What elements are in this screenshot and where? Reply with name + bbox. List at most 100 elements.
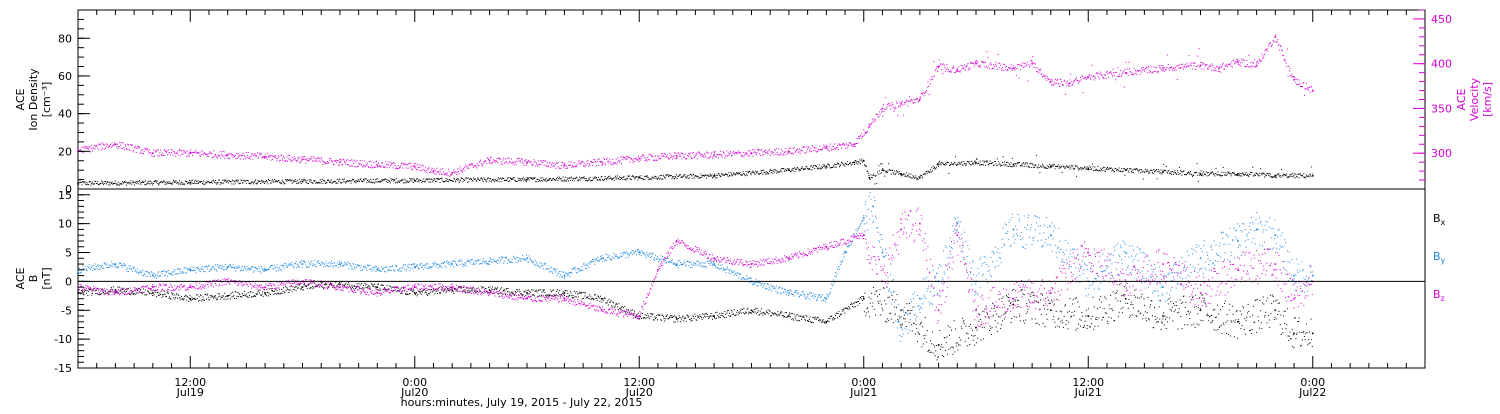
velocity-point <box>1244 65 1246 67</box>
density-point <box>1141 171 1143 173</box>
bx-point <box>645 314 647 316</box>
velocity-point <box>994 65 996 67</box>
bx-point <box>592 297 594 299</box>
bx-point <box>674 321 676 323</box>
velocity-point <box>706 152 708 154</box>
density-point <box>584 180 586 182</box>
density-point <box>1133 168 1135 170</box>
density-point <box>1228 171 1230 173</box>
velocity-point <box>833 147 835 149</box>
bx-point <box>355 287 357 289</box>
bx-point <box>570 292 572 294</box>
density-point <box>1267 174 1269 176</box>
velocity-point <box>396 168 398 170</box>
bx-point <box>287 288 289 290</box>
density-point <box>602 179 604 181</box>
bx-point <box>713 316 715 318</box>
bx-point <box>171 294 173 296</box>
density-point <box>1053 164 1055 166</box>
density-point <box>1235 174 1237 176</box>
bx-point <box>692 315 694 317</box>
density-point <box>545 177 547 179</box>
bx-point <box>193 298 195 300</box>
velocity-point <box>936 65 938 67</box>
density-point <box>943 163 945 165</box>
density-point <box>1199 174 1201 176</box>
bx-point <box>294 286 296 288</box>
velocity-point <box>765 152 767 154</box>
bx-point <box>178 297 180 299</box>
bx-point <box>420 290 422 292</box>
density-point <box>189 181 192 184</box>
velocity-point <box>372 162 374 164</box>
velocity-point <box>545 165 547 167</box>
density-point <box>248 182 250 184</box>
velocity-point <box>638 155 640 157</box>
bx-point <box>709 315 711 317</box>
bx-point <box>359 284 361 286</box>
bx-point <box>712 315 714 317</box>
density-point <box>660 177 662 179</box>
velocity-point <box>1241 58 1243 60</box>
bx-point <box>793 313 795 315</box>
bx-point <box>294 286 296 288</box>
density-point <box>160 181 162 183</box>
bx-point <box>527 293 529 295</box>
density-point <box>607 176 609 178</box>
velocity-point <box>385 161 387 163</box>
density-point <box>1311 175 1314 177</box>
density-point <box>213 179 215 181</box>
density-point <box>861 158 863 160</box>
velocity-point <box>931 79 933 81</box>
density-point <box>1037 167 1039 169</box>
bx-point <box>177 297 179 299</box>
density-point <box>372 178 374 180</box>
bx-point <box>99 293 101 295</box>
density-point <box>491 180 493 182</box>
bx-point <box>717 316 719 318</box>
density-point <box>823 166 825 168</box>
bx-point <box>306 285 308 287</box>
density-point <box>753 171 755 173</box>
density-point <box>311 182 313 184</box>
density-point <box>797 167 799 169</box>
density-point <box>514 179 516 181</box>
bx-point <box>488 286 490 288</box>
velocity-point <box>820 149 822 151</box>
density-point <box>591 179 593 181</box>
density-point <box>137 183 139 185</box>
density-point <box>653 177 655 179</box>
bx-point <box>209 294 211 296</box>
velocity-point <box>541 161 543 163</box>
velocity-point <box>560 167 562 169</box>
density-point <box>772 172 774 174</box>
velocity-point <box>990 62 992 64</box>
velocity-point <box>818 149 820 151</box>
bx-point <box>222 295 224 297</box>
velocity-point <box>1015 75 1017 77</box>
velocity-point <box>300 160 302 162</box>
velocity-point <box>878 116 880 118</box>
density-point <box>127 182 129 184</box>
velocity-point <box>1061 83 1063 85</box>
bx-point <box>471 289 473 291</box>
density-point <box>1042 165 1044 167</box>
bx-point <box>300 287 302 289</box>
density-point <box>795 169 797 171</box>
density-point <box>1277 173 1279 175</box>
density-point <box>687 178 689 180</box>
bx-point <box>760 313 762 315</box>
velocity-point <box>501 161 503 163</box>
density-point <box>638 176 640 178</box>
velocity-point <box>940 63 942 65</box>
density-point <box>260 183 262 185</box>
bx-point <box>752 310 754 312</box>
bx-point <box>469 291 471 293</box>
density-point <box>1266 173 1268 175</box>
velocity-point <box>488 159 491 162</box>
velocity-point <box>442 168 444 170</box>
velocity-point <box>974 60 976 62</box>
velocity-point <box>569 164 571 166</box>
density-point <box>705 174 707 176</box>
density-point <box>1307 175 1309 177</box>
